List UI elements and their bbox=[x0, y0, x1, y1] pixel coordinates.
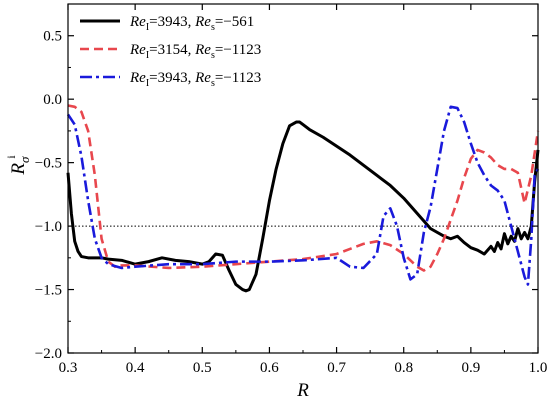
y-tick-label: −1.5 bbox=[35, 283, 62, 299]
x-tick-label: 0.3 bbox=[59, 360, 78, 376]
x-tick-label: 0.4 bbox=[126, 360, 145, 376]
legend-label-1: ReI=3943, Res=−561 bbox=[129, 14, 254, 33]
x-tick-label: 0.6 bbox=[260, 360, 279, 376]
svg-text:Rσi: Rσi bbox=[4, 155, 32, 176]
y-axis-title: Rσi bbox=[4, 155, 32, 176]
y-tick-label: 0.0 bbox=[43, 92, 62, 108]
x-axis-title: R bbox=[296, 380, 309, 401]
legend-label-2: ReI=3154, Res=−1123 bbox=[129, 42, 261, 61]
legend-label-3: ReI=3943, Res=−1123 bbox=[129, 70, 261, 89]
y-tick-label: −0.5 bbox=[35, 156, 62, 172]
x-tick-label: 0.5 bbox=[193, 360, 212, 376]
y-tick-label: −1.0 bbox=[35, 219, 62, 235]
y-tick-label: 0.5 bbox=[43, 29, 62, 45]
x-tick-label: 1.0 bbox=[529, 360, 548, 376]
series-line-3 bbox=[66, 105, 540, 286]
legend: ReI=3943, Res=−561 ReI=3154, Res=−1123 ReI… bbox=[80, 14, 261, 89]
series-line-2 bbox=[67, 104, 540, 272]
x-tick-label: 0.8 bbox=[394, 360, 413, 376]
x-tick-label: 0.9 bbox=[461, 360, 480, 376]
y-tick-label: −2.0 bbox=[35, 346, 62, 362]
x-tick-label: 0.7 bbox=[327, 360, 346, 376]
series-line-1 bbox=[66, 120, 540, 293]
